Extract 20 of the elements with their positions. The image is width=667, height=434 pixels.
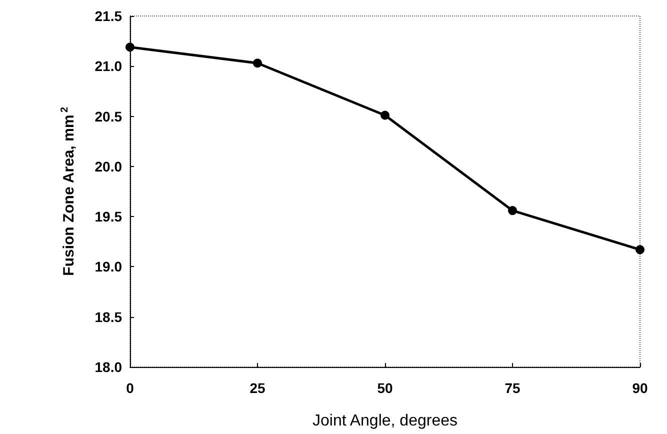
point [380, 110, 390, 120]
x-tick-label: 90 [632, 380, 648, 396]
y-tick-label: 20.5 [94, 108, 122, 124]
point [508, 206, 517, 216]
y-tick-label: 19.5 [94, 208, 122, 225]
y-tick-label: 21.0 [94, 58, 122, 74]
x-tick-label: 25 [250, 380, 266, 396]
x-axis-title: Joint Angle, degrees [312, 412, 458, 430]
y-tick-label: 19.0 [94, 258, 122, 275]
y-axis-title: Fusion Zone Area, mm2 [60, 106, 78, 276]
y-tick-label: 18.5 [94, 308, 122, 325]
point [126, 42, 134, 52]
x-tick-label: 0 [126, 380, 134, 396]
y-tick-label: 21.5 [94, 8, 122, 24]
point [253, 58, 262, 68]
x-tick-label: 50 [377, 380, 393, 396]
y-tick-label: 20.0 [94, 158, 122, 174]
x-tick-label: 75 [504, 380, 520, 396]
point [636, 245, 644, 254]
y-tick-label: 18.0 [94, 359, 122, 375]
